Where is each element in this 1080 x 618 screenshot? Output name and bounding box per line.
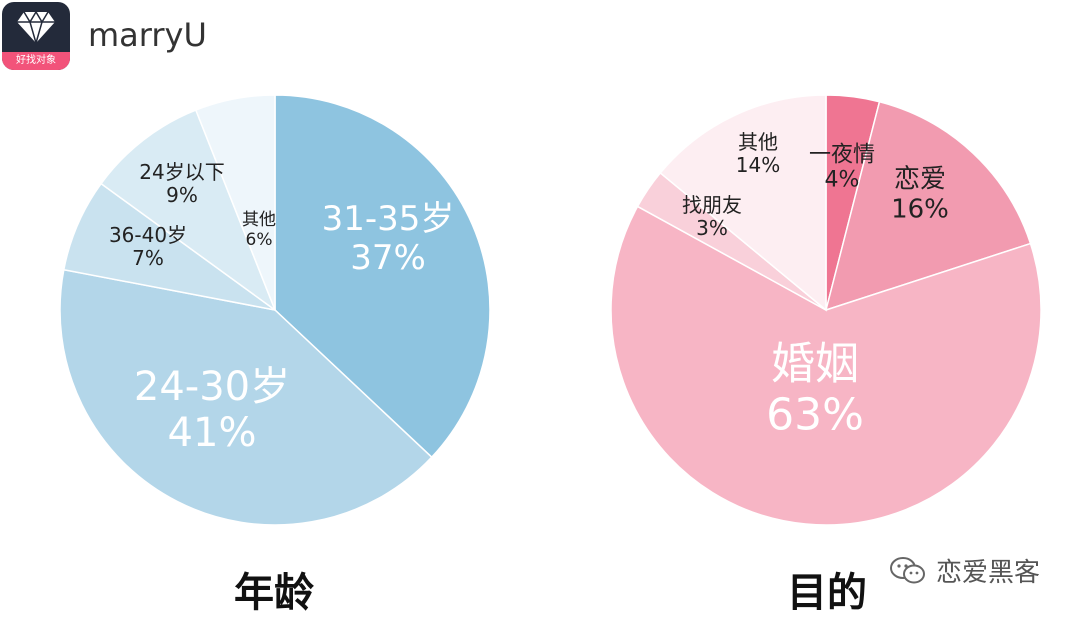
pie-slice-age-1 — [59, 268, 433, 526]
slice-value-label-purpose-0: 4% — [825, 168, 860, 193]
slice-name-label-age-1: 24-30岁 — [134, 364, 290, 410]
slice-name-label-age-3: 24岁以下 — [139, 160, 224, 184]
watermark-text: 恋爱黑客 — [936, 558, 1041, 588]
slice-value-label-purpose-2: 63% — [766, 389, 864, 440]
slice-value-label-purpose-3: 3% — [696, 216, 728, 240]
chart-title-purpose: 目的 — [787, 570, 867, 616]
slice-value-label-age-1: 41% — [168, 410, 257, 456]
slice-value-label-purpose-1: 16% — [891, 194, 949, 224]
app-icon-slogan: 好找对象 — [2, 52, 70, 70]
slice-name-label-purpose-0: 一夜情 — [809, 142, 875, 167]
pie-slice-age-4 — [194, 94, 276, 311]
pie-slice-age-3 — [100, 109, 277, 313]
slice-name-label-purpose-1: 恋爱 — [894, 165, 946, 195]
slice-value-label-age-4: 6% — [246, 230, 273, 250]
diamond-icon — [17, 10, 55, 44]
wechat-icon — [890, 556, 925, 583]
chart-title-age: 年龄 — [234, 570, 314, 616]
app-icon: 好找对象 — [2, 2, 70, 70]
slice-name-label-purpose-2: 婚姻 — [771, 339, 859, 390]
slice-name-label-age-4: 其他 — [242, 210, 276, 230]
slice-value-label-purpose-4: 14% — [736, 153, 780, 177]
slice-value-label-age-0: 37% — [350, 238, 426, 278]
watermark: 恋爱黑客 — [888, 552, 1040, 589]
app-name: marryU — [88, 16, 207, 54]
app-header: 好找对象 marryU — [0, 0, 400, 80]
slice-name-label-age-0: 31-35岁 — [322, 199, 455, 239]
slice-name-label-purpose-4: 其他 — [738, 130, 778, 154]
pie-slice-purpose-4 — [659, 94, 827, 312]
slice-name-label-purpose-3: 找朋友 — [682, 193, 742, 217]
pie-slice-purpose-1 — [824, 100, 1032, 312]
slice-name-label-age-2: 36-40岁 — [109, 223, 187, 247]
pie-slice-purpose-2 — [610, 205, 1042, 526]
pie-slice-age-0 — [274, 94, 491, 459]
slice-value-label-age-3: 9% — [166, 183, 198, 207]
slice-value-label-age-2: 7% — [132, 246, 164, 270]
